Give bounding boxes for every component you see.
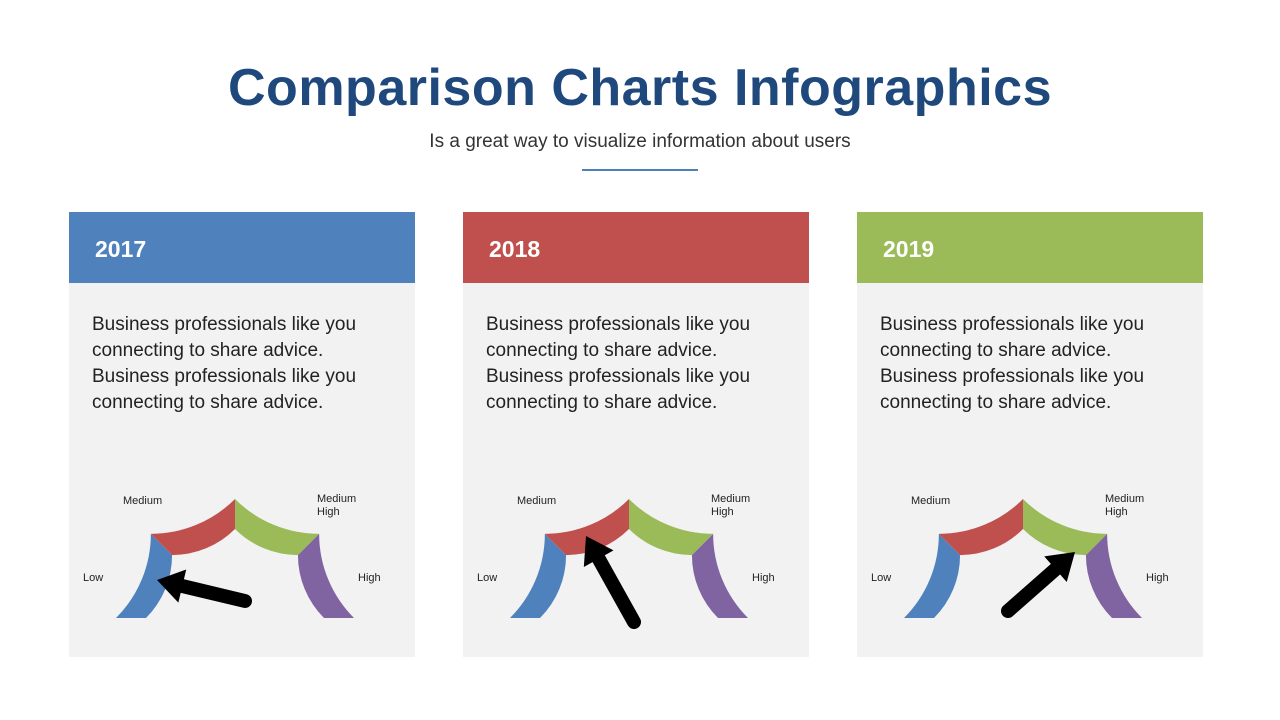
gauge-needle-arrow bbox=[583, 536, 641, 629]
gauge-label-medium: Medium bbox=[517, 495, 556, 507]
gauge-label-medium-high-line1: Medium bbox=[1105, 493, 1144, 505]
card-description: Business professionals like you connecti… bbox=[92, 314, 357, 413]
gauge-segment-medium bbox=[938, 499, 1023, 556]
gauge-label-medium-high-line1: Medium bbox=[317, 493, 356, 505]
gauge-label-low: Low bbox=[83, 572, 103, 584]
gauge-segment-medium-high bbox=[235, 499, 320, 556]
gauge-label-high: High bbox=[358, 572, 381, 584]
gauge-needle-arrow bbox=[1001, 552, 1075, 618]
gauge-label-medium-high-line2: High bbox=[1105, 506, 1128, 518]
gauge-segment-high bbox=[297, 533, 354, 618]
card-2019: 2019 Business professionals like you con… bbox=[857, 212, 1203, 657]
gauge-label-low: Low bbox=[477, 572, 497, 584]
card-description: Business professionals like you connecti… bbox=[880, 314, 1145, 413]
title-divider bbox=[582, 169, 698, 171]
gauge-segment-high bbox=[1085, 533, 1142, 618]
gauge-label-medium: Medium bbox=[123, 495, 162, 507]
gauge-needle-arrow bbox=[157, 569, 252, 608]
gauge-segment-low bbox=[510, 533, 567, 618]
gauge-segment-medium-high bbox=[1023, 499, 1108, 556]
page-title: Comparison Charts Infographics bbox=[228, 59, 1052, 117]
card-description: Business professionals like you connecti… bbox=[486, 314, 751, 413]
card-2018: 2018 Business professionals like you con… bbox=[463, 212, 809, 657]
gauge-segment-low bbox=[904, 533, 961, 618]
gauge-segment-high bbox=[691, 533, 748, 618]
gauge-segment-medium bbox=[150, 499, 235, 556]
gauge-label-medium-high-line2: High bbox=[711, 506, 734, 518]
gauge-label-high: High bbox=[1146, 572, 1169, 584]
card-header: 2019 bbox=[857, 212, 1203, 283]
gauge-label-low: Low bbox=[871, 572, 891, 584]
card-header: 2018 bbox=[463, 212, 809, 283]
gauge-label-high: High bbox=[752, 572, 775, 584]
gauge-segment-medium-high bbox=[629, 499, 714, 556]
card-header: 2017 bbox=[69, 212, 415, 283]
page-subtitle: Is a great way to visualize information … bbox=[429, 131, 851, 152]
card-year: 2019 bbox=[883, 236, 935, 262]
gauge-segment-low bbox=[116, 533, 173, 618]
gauge-segment-medium bbox=[544, 499, 629, 556]
card-year: 2017 bbox=[95, 236, 147, 262]
card-year: 2018 bbox=[489, 236, 541, 262]
card-2017: 2017 Business professionals like you con… bbox=[69, 212, 415, 657]
gauge-label-medium: Medium bbox=[911, 495, 950, 507]
gauge-label-medium-high-line1: Medium bbox=[711, 493, 750, 505]
gauge-label-medium-high-line2: High bbox=[317, 506, 340, 518]
